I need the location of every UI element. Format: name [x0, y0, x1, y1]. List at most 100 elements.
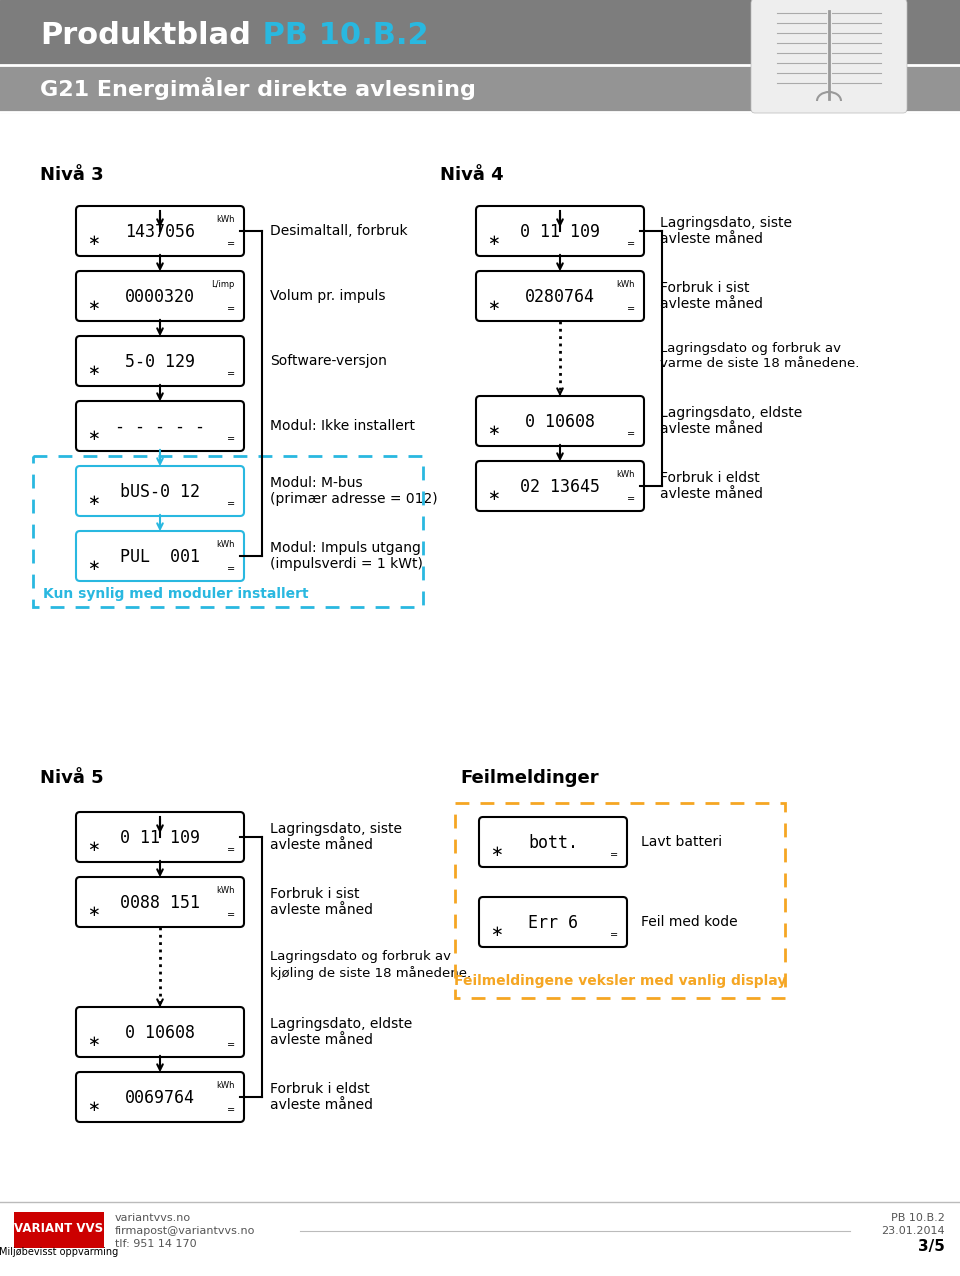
- Text: 0 10608: 0 10608: [125, 1023, 195, 1041]
- Bar: [0, 65, 960, 112]
- Text: 3/5: 3/5: [918, 1239, 945, 1253]
- FancyBboxPatch shape: [76, 812, 244, 863]
- Text: Lagringsdato, siste
avleste måned: Lagringsdato, siste avleste måned: [660, 216, 792, 246]
- FancyBboxPatch shape: [14, 1212, 104, 1248]
- Text: Feil med kode: Feil med kode: [641, 915, 737, 929]
- Text: =: =: [227, 304, 235, 314]
- FancyBboxPatch shape: [76, 336, 244, 387]
- Text: Lagringsdato, siste
avleste måned: Lagringsdato, siste avleste måned: [270, 822, 402, 852]
- FancyBboxPatch shape: [76, 401, 244, 450]
- Text: ∗: ∗: [87, 427, 100, 443]
- Text: Kun synlig med moduler installert: Kun synlig med moduler installert: [43, 587, 308, 601]
- Text: firmapost@variantvvs.no: firmapost@variantvvs.no: [115, 1226, 255, 1236]
- Text: ∗: ∗: [87, 362, 100, 378]
- Text: ∗: ∗: [87, 234, 100, 248]
- Text: G21 Energimåler direkte avlesning: G21 Energimåler direkte avlesning: [40, 78, 476, 101]
- Text: Lagringsdato, eldste
avleste måned: Lagringsdato, eldste avleste måned: [660, 406, 803, 436]
- FancyBboxPatch shape: [751, 0, 907, 114]
- Text: - - - - -: - - - - -: [115, 417, 205, 436]
- Text: Software-versjon: Software-versjon: [270, 353, 387, 367]
- Text: ∗: ∗: [487, 487, 500, 503]
- Text: Forbruk i eldst
avleste måned: Forbruk i eldst avleste måned: [660, 471, 763, 501]
- Text: =: =: [610, 930, 618, 940]
- Text: =: =: [227, 845, 235, 855]
- Text: ∗: ∗: [487, 234, 500, 248]
- Text: PB 10.B.2: PB 10.B.2: [252, 22, 428, 51]
- Text: kWh: kWh: [616, 279, 635, 288]
- Text: PUL  001: PUL 001: [120, 547, 200, 565]
- Text: Volum pr. impuls: Volum pr. impuls: [270, 288, 386, 302]
- FancyBboxPatch shape: [479, 897, 627, 947]
- FancyBboxPatch shape: [476, 205, 644, 256]
- Text: Lavt batteri: Lavt batteri: [641, 835, 722, 849]
- Text: Modul: M-bus
(primær adresse = 012): Modul: M-bus (primær adresse = 012): [270, 476, 438, 507]
- Text: 5-0 129: 5-0 129: [125, 353, 195, 371]
- Text: L/imp: L/imp: [211, 279, 235, 288]
- Text: =: =: [627, 494, 635, 504]
- Text: ∗: ∗: [87, 840, 100, 854]
- Text: Err 6: Err 6: [528, 914, 578, 931]
- Text: ∗: ∗: [87, 1099, 100, 1114]
- Text: ∗: ∗: [487, 424, 500, 438]
- Text: ∗: ∗: [490, 924, 503, 939]
- Text: Lagringsdato, eldste
avleste måned: Lagringsdato, eldste avleste måned: [270, 1017, 412, 1048]
- Text: PB 10.B.2: PB 10.B.2: [891, 1213, 945, 1222]
- Text: 0 11 109: 0 11 109: [520, 223, 600, 241]
- Text: kWh: kWh: [217, 886, 235, 894]
- Text: ∗: ∗: [487, 299, 500, 313]
- FancyBboxPatch shape: [76, 205, 244, 256]
- Text: =: =: [627, 429, 635, 439]
- Text: ∗: ∗: [87, 903, 100, 919]
- FancyBboxPatch shape: [76, 271, 244, 322]
- Text: Nivå 4: Nivå 4: [440, 166, 504, 184]
- Text: kWh: kWh: [217, 214, 235, 225]
- Text: =: =: [627, 239, 635, 249]
- Text: Nivå 3: Nivå 3: [40, 166, 104, 184]
- Text: Feilmeldingene veksler med vanlig display: Feilmeldingene veksler med vanlig displa…: [454, 974, 786, 988]
- Text: =: =: [627, 304, 635, 314]
- Text: Lagringsdato og forbruk av
varme de siste 18 månedene.: Lagringsdato og forbruk av varme de sist…: [660, 342, 859, 370]
- Text: =: =: [227, 1040, 235, 1050]
- Text: =: =: [227, 910, 235, 920]
- Text: Lagringsdato og forbruk av
kjøling de siste 18 månedene.: Lagringsdato og forbruk av kjøling de si…: [270, 951, 471, 980]
- Text: kWh: kWh: [616, 470, 635, 478]
- FancyBboxPatch shape: [476, 461, 644, 510]
- Text: Forbruk i sist
avleste måned: Forbruk i sist avleste måned: [270, 887, 373, 917]
- FancyBboxPatch shape: [76, 1007, 244, 1057]
- Text: 23.01.2014: 23.01.2014: [881, 1226, 945, 1236]
- Text: =: =: [227, 499, 235, 509]
- Text: 0 11 109: 0 11 109: [120, 829, 200, 847]
- FancyBboxPatch shape: [479, 817, 627, 866]
- Text: 0000320: 0000320: [125, 288, 195, 306]
- Text: Feilmeldinger: Feilmeldinger: [460, 769, 599, 787]
- Text: =: =: [227, 1105, 235, 1115]
- Bar: [0, 0, 960, 65]
- Text: variantvvs.no: variantvvs.no: [115, 1213, 191, 1222]
- Text: ∗: ∗: [87, 299, 100, 313]
- Text: tlf: 951 14 170: tlf: 951 14 170: [115, 1239, 197, 1249]
- Text: Nivå 5: Nivå 5: [40, 769, 104, 787]
- Text: bUS-0 12: bUS-0 12: [120, 482, 200, 501]
- Text: Miljøbevisst oppvarming: Miljøbevisst oppvarming: [0, 1247, 119, 1257]
- Text: 0088 151: 0088 151: [120, 894, 200, 912]
- Text: Forbruk i eldst
avleste måned: Forbruk i eldst avleste måned: [270, 1082, 373, 1113]
- Text: bott.: bott.: [528, 833, 578, 852]
- Text: 0069764: 0069764: [125, 1088, 195, 1106]
- Text: Produktblad: Produktblad: [40, 22, 251, 51]
- Text: =: =: [227, 434, 235, 444]
- Text: Modul: Ikke installert: Modul: Ikke installert: [270, 419, 415, 433]
- Bar: [455, 803, 785, 998]
- FancyBboxPatch shape: [76, 1072, 244, 1122]
- Text: ∗: ∗: [87, 558, 100, 573]
- Text: ∗: ∗: [490, 843, 503, 859]
- FancyBboxPatch shape: [476, 271, 644, 322]
- Text: 0280764: 0280764: [525, 288, 595, 306]
- Text: =: =: [227, 564, 235, 574]
- Text: 0 10608: 0 10608: [525, 413, 595, 431]
- Text: ∗: ∗: [87, 493, 100, 508]
- Text: =: =: [227, 239, 235, 249]
- Text: =: =: [610, 850, 618, 860]
- Text: Modul: Impuls utgang
(impulsverdi = 1 kWt): Modul: Impuls utgang (impulsverdi = 1 kW…: [270, 541, 422, 572]
- FancyBboxPatch shape: [476, 396, 644, 447]
- FancyBboxPatch shape: [76, 531, 244, 581]
